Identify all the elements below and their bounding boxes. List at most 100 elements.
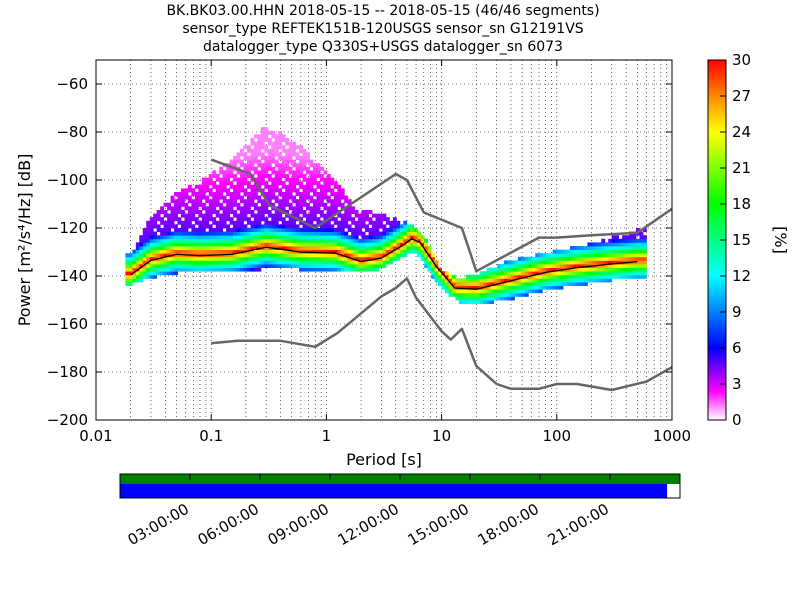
heatmap-cell	[549, 282, 554, 286]
heatmap-cell	[444, 274, 449, 279]
heatmap-cell	[288, 152, 293, 157]
heatmap-cell	[299, 156, 303, 160]
heatmap-cell	[281, 148, 286, 153]
heatmap-cell	[253, 206, 258, 211]
heatmap-cell	[139, 264, 144, 268]
heatmap-cell	[594, 249, 599, 254]
heatmap-cell	[472, 300, 477, 304]
heatmap-cell	[163, 210, 168, 214]
heatmap-cell	[396, 238, 401, 243]
heatmap-cell	[271, 159, 276, 164]
heatmap-cell	[274, 220, 279, 225]
heatmap-cell	[312, 264, 317, 268]
heatmap-cell	[458, 292, 463, 297]
heatmap-cell	[250, 224, 255, 229]
heatmap-cell	[191, 210, 196, 214]
heatmap-cell	[431, 271, 435, 276]
heatmap-cell	[295, 181, 300, 186]
heatmap-cell	[139, 235, 144, 240]
heatmap-cell	[212, 260, 217, 265]
heatmap-cell	[250, 220, 255, 225]
heatmap-cell	[264, 264, 269, 268]
heatmap-cell	[264, 206, 269, 211]
heatmap-cell	[201, 264, 206, 268]
heatmap-cell	[229, 206, 234, 211]
heatmap-cell	[632, 235, 637, 240]
heatmap-cell	[587, 274, 592, 279]
heatmap-cell	[375, 213, 380, 218]
heatmap-cell	[257, 174, 262, 178]
heatmap-cell	[267, 235, 272, 240]
heatmap-cell	[226, 256, 231, 261]
heatmap-cell	[535, 271, 540, 276]
heatmap-cell	[312, 210, 317, 214]
heatmap-cell	[351, 264, 356, 268]
heatmap-cell	[323, 170, 328, 175]
heatmap-cell	[274, 249, 279, 254]
heatmap-cell	[233, 184, 237, 189]
heatmap-cell	[642, 249, 647, 254]
heatmap-cell	[361, 210, 366, 214]
heatmap-cell	[611, 256, 616, 261]
heatmap-cell	[382, 224, 387, 229]
heatmap-cell	[132, 256, 137, 261]
heatmap-cell	[215, 242, 220, 247]
heatmap-cell	[271, 220, 276, 225]
heatmap-cell	[372, 253, 376, 258]
heatmap-cell	[566, 249, 571, 254]
heatmap-cell	[531, 285, 536, 290]
timeline-tick-label: 03:00:00	[125, 500, 192, 549]
heatmap-cell	[233, 246, 237, 250]
heatmap-cell	[174, 210, 178, 214]
heatmap-cell	[295, 188, 300, 193]
heatmap-cell	[483, 282, 488, 286]
heatmap-cell	[250, 267, 255, 272]
heatmap-cell	[531, 264, 536, 268]
heatmap-cell	[319, 177, 324, 182]
heatmap-cell	[253, 177, 258, 182]
heatmap-cell	[201, 224, 206, 229]
heatmap-cell	[226, 253, 231, 258]
heatmap-cell	[177, 256, 182, 261]
heatmap-cell	[392, 220, 397, 225]
heatmap-cell	[167, 235, 171, 240]
heatmap-cell	[632, 246, 637, 250]
heatmap-cell	[556, 256, 561, 261]
heatmap-cell	[601, 278, 606, 283]
heatmap-cell	[146, 264, 151, 268]
heatmap-cell	[246, 145, 251, 150]
heatmap-cell	[559, 271, 564, 276]
heatmap-cell	[306, 264, 310, 268]
heatmap-cell	[622, 242, 627, 247]
heatmap-cell	[271, 170, 276, 175]
heatmap-cell	[583, 274, 588, 279]
heatmap-cell	[257, 170, 262, 175]
heatmap-cell	[201, 181, 206, 186]
heatmap-cell	[566, 253, 571, 258]
heatmap-cell	[170, 264, 175, 268]
heatmap-cell	[576, 256, 581, 261]
heatmap-cell	[267, 231, 272, 236]
heatmap-cell	[257, 235, 262, 240]
heatmap-cell	[128, 274, 133, 279]
heatmap-cell	[281, 156, 286, 160]
heatmap-cell	[375, 224, 380, 229]
heatmap-cell	[208, 177, 213, 182]
heatmap-cell	[194, 210, 199, 214]
heatmap-cell	[552, 253, 557, 258]
heatmap-cell	[281, 249, 286, 254]
heatmap-cell	[385, 217, 390, 222]
heatmap-cell	[427, 267, 432, 272]
heatmap-cell	[278, 177, 283, 182]
heatmap-cell	[226, 210, 231, 214]
heatmap-cell	[253, 156, 258, 160]
heatmap-cell	[233, 159, 237, 164]
heatmap-cell	[361, 260, 366, 265]
heatmap-cell	[198, 224, 203, 229]
heatmap-cell	[417, 246, 422, 250]
heatmap-cell	[219, 195, 224, 200]
heatmap-cell	[618, 242, 623, 247]
heatmap-cell	[573, 246, 578, 250]
heatmap-cell	[167, 249, 171, 254]
heatmap-cell	[462, 300, 467, 304]
